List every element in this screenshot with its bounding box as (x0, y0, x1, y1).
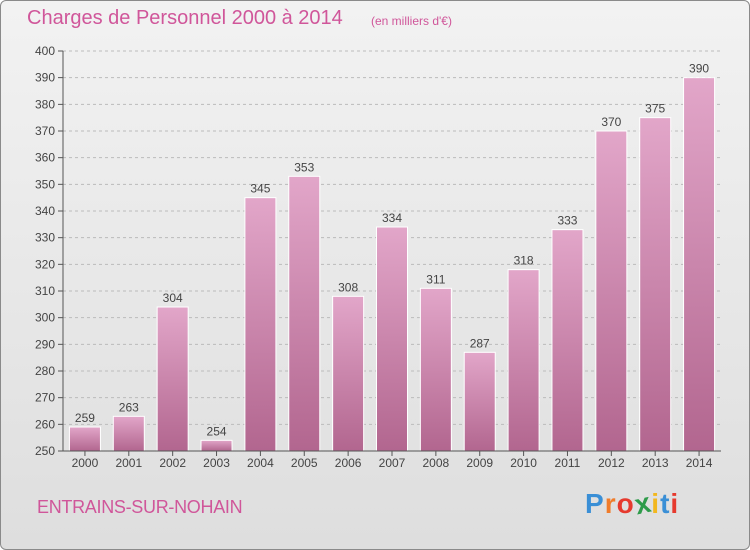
y-tick-label: 390 (35, 71, 55, 85)
logo-letter: i (651, 488, 661, 519)
value-label-2008: 311 (426, 272, 445, 286)
x-tick-label-2005: 2005 (291, 456, 318, 470)
value-label-2002: 304 (163, 291, 183, 305)
bar-value-labels: 259 263 304 254 345 353 308 334 311 287 318 333 370 3… (75, 62, 709, 439)
y-tick-label: 260 (35, 417, 55, 431)
x-tick-label-2002: 2002 (159, 456, 186, 470)
bar-2003 (200, 439, 233, 452)
value-label-2001: 263 (119, 400, 139, 414)
bar-2005 (288, 175, 321, 452)
logo-letter: o (616, 488, 635, 519)
x-tick-label-2011: 2011 (555, 456, 581, 470)
bar-2000 (68, 426, 101, 452)
y-axis-tick-labels: 250 260 270 280 290 300 310 320 330 340 350 360 370 3… (35, 44, 55, 458)
value-label-2013: 375 (645, 102, 665, 116)
y-tick-label: 360 (35, 151, 55, 165)
value-label-2000: 259 (75, 411, 95, 425)
bars (68, 77, 716, 452)
y-tick-label: 350 (35, 177, 55, 191)
bar-2011 (551, 229, 584, 452)
x-tick-label-2012: 2012 (598, 456, 625, 470)
value-label-2012: 370 (601, 115, 621, 129)
bar-2007 (376, 226, 408, 452)
bar-2001 (112, 415, 145, 452)
value-label-2007: 334 (382, 211, 402, 225)
x-tick-label-2003: 2003 (203, 456, 230, 470)
x-tick-label-2006: 2006 (335, 456, 362, 470)
y-tick-label: 300 (35, 311, 55, 325)
x-tick-label-2004: 2004 (247, 456, 274, 470)
chart-subtitle: (en milliers d'€) (371, 14, 452, 28)
value-label-2003: 254 (207, 424, 227, 438)
x-tick-label-2010: 2010 (510, 456, 537, 470)
y-tick-label: 320 (35, 257, 55, 271)
y-tick-label: 380 (35, 97, 55, 111)
bar-2004 (244, 197, 277, 452)
value-label-2004: 345 (250, 182, 270, 196)
bar-2010 (507, 269, 540, 452)
value-label-2005: 353 (294, 160, 314, 174)
logo-letter: r (604, 488, 617, 519)
y-tick-label: 280 (35, 364, 55, 378)
bar-2002 (156, 306, 189, 452)
bar-2012 (595, 130, 628, 452)
value-label-2006: 308 (338, 280, 358, 294)
y-tick-label: 270 (35, 391, 55, 405)
value-label-2014: 390 (689, 62, 709, 76)
x-tick-label-2009: 2009 (466, 456, 493, 470)
logo-letter: t (660, 488, 671, 519)
x-tick-label-2014: 2014 (686, 456, 713, 470)
proxiti-logo: Proxiti (585, 487, 680, 521)
bar-2008 (419, 287, 452, 452)
value-label-2011: 333 (557, 214, 577, 228)
chart-title: Charges de Personnel 2000 à 2014 (27, 7, 343, 29)
bar-2013 (639, 117, 672, 452)
bar-2009 (463, 351, 496, 452)
y-tick-label: 250 (35, 444, 55, 458)
value-label-2009: 287 (470, 336, 490, 350)
x-tick-label-2008: 2008 (423, 456, 450, 470)
y-tick-label: 290 (35, 337, 55, 351)
y-tick-label: 310 (35, 284, 55, 298)
commune-name: ENTRAINS-SUR-NOHAIN (37, 497, 243, 517)
logo-letter: i (670, 488, 680, 519)
x-tick-label-2001: 2001 (115, 456, 142, 470)
bar-2006 (332, 295, 365, 452)
y-tick-label: 330 (35, 231, 55, 245)
logo-letter: P (585, 488, 605, 519)
x-tick-label-2013: 2013 (642, 456, 669, 470)
bar-2014 (683, 77, 716, 452)
x-tick-label-2000: 2000 (72, 456, 99, 470)
value-label-2010: 318 (514, 254, 534, 268)
x-axis-tick-labels: 2000 2001 2002 2003 2004 2005 2006 2007 2008 2009… (72, 451, 713, 470)
y-tick-label: 340 (35, 204, 55, 218)
y-tick-label: 370 (35, 124, 55, 138)
x-tick-label-2007: 2007 (379, 456, 406, 470)
y-tick-label: 400 (35, 44, 55, 58)
